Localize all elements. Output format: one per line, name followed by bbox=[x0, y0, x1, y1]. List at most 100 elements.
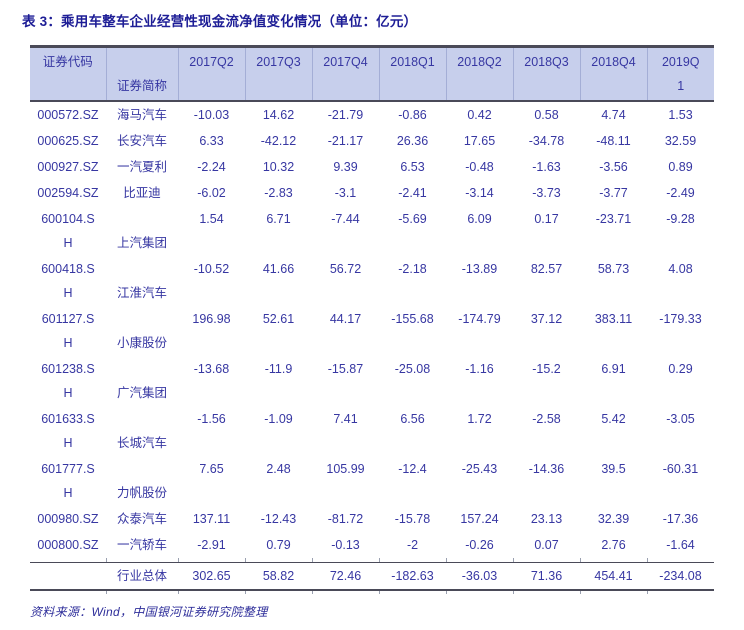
value-cell: 14.62 bbox=[262, 108, 295, 122]
security-name: 江淮汽车 bbox=[116, 286, 167, 300]
value-cell: -10.52 bbox=[193, 262, 230, 276]
security-code: 000927.SZ bbox=[37, 160, 99, 174]
total-value-cell: 58.82 bbox=[262, 568, 295, 583]
value-cell: -3.05 bbox=[666, 412, 695, 426]
value-cell: -2.24 bbox=[197, 160, 226, 174]
table-row: 601633.S H 长城汽车 -1.56 -1.09 7.41 6.56 1.72 -2.5… bbox=[30, 406, 714, 456]
value-cell: 26.36 bbox=[396, 134, 429, 148]
value-cell: -12.43 bbox=[260, 512, 297, 526]
value-cell: 17.65 bbox=[463, 134, 496, 148]
security-code: 000980.SZ bbox=[37, 512, 99, 526]
table-row: 000927.SZ 一汽夏利 -2.24 10.32 9.39 6.53 -0.48 -1.6… bbox=[30, 154, 714, 180]
value-cell: 4.74 bbox=[601, 108, 626, 122]
security-code-empty bbox=[30, 562, 106, 590]
value-cell: -174.79 bbox=[458, 312, 501, 326]
security-name: 广汽集团 bbox=[116, 386, 167, 400]
value-cell: -10.03 bbox=[193, 108, 230, 122]
value-cell: -11.9 bbox=[264, 362, 293, 376]
table-row: 000625.SZ 长安汽车 6.33 -42.12 -21.17 26.36 17.65 -… bbox=[30, 128, 714, 154]
security-code: 000572.SZ bbox=[37, 108, 99, 122]
total-value-cell: -36.03 bbox=[461, 568, 498, 583]
security-code: 601633.S H bbox=[41, 412, 95, 450]
security-code: 002594.SZ bbox=[37, 186, 99, 200]
total-value-cell: 302.65 bbox=[192, 568, 231, 583]
value-cell: -17.36 bbox=[662, 512, 699, 526]
column-tick bbox=[311, 588, 379, 594]
value-cell: -2 bbox=[406, 538, 419, 552]
column-header-quarter: 2017Q3 bbox=[244, 45, 312, 102]
value-cell: 4.08 bbox=[668, 262, 693, 276]
value-cell: 137.11 bbox=[192, 512, 231, 526]
value-cell: 0.42 bbox=[467, 108, 492, 122]
value-cell: -6.02 bbox=[197, 186, 226, 200]
value-cell: -5.69 bbox=[398, 212, 427, 226]
value-cell: 58.73 bbox=[597, 262, 630, 276]
security-name: 海马汽车 bbox=[116, 108, 167, 122]
security-code: 600104.S H bbox=[41, 212, 95, 250]
column-tick bbox=[646, 558, 714, 563]
column-header-quarter: 2018Q2 bbox=[445, 45, 513, 102]
table-body: 000572.SZ 海马汽车 -10.03 14.62 -21.79 -0.86 0.42 0… bbox=[30, 101, 714, 594]
value-cell: -14.36 bbox=[528, 462, 565, 476]
security-name: 一汽轿车 bbox=[116, 538, 167, 552]
value-cell: 1.53 bbox=[668, 108, 693, 122]
value-cell: -25.43 bbox=[461, 462, 498, 476]
value-cell: 10.32 bbox=[262, 160, 295, 174]
column-tick bbox=[177, 588, 245, 594]
column-tick bbox=[512, 588, 580, 594]
total-value-cell: 454.41 bbox=[594, 568, 633, 583]
value-cell: -3.14 bbox=[465, 186, 494, 200]
value-cell: -81.72 bbox=[327, 512, 364, 526]
total-value-cell: -182.63 bbox=[391, 568, 434, 583]
value-cell: -15.2 bbox=[532, 362, 561, 376]
value-cell: 0.17 bbox=[534, 212, 559, 226]
value-cell: -21.17 bbox=[327, 134, 364, 148]
value-cell: 1.72 bbox=[467, 412, 492, 426]
value-cell: -13.89 bbox=[461, 262, 498, 276]
source-note: 资料来源：Wind，中国银河证券研究院整理 bbox=[30, 604, 268, 619]
column-tick bbox=[512, 558, 580, 563]
value-cell: 196.98 bbox=[192, 312, 231, 326]
value-cell: -1.16 bbox=[465, 362, 494, 376]
value-cell: 2.48 bbox=[266, 462, 291, 476]
value-cell: -2.49 bbox=[666, 186, 695, 200]
security-name: 众泰汽车 bbox=[116, 512, 167, 526]
column-header-quarter: 2019Q 1 bbox=[646, 45, 714, 102]
security-name: 长城汽车 bbox=[116, 436, 167, 450]
value-cell: 7.65 bbox=[199, 462, 224, 476]
value-cell: 6.91 bbox=[601, 362, 626, 376]
value-cell: 6.71 bbox=[266, 212, 291, 226]
table-row: 601777.S H 力帆股份 7.65 2.48 105.99 -12.4 -25.43 -… bbox=[30, 456, 714, 506]
value-cell: -0.13 bbox=[331, 538, 360, 552]
table-title: 表 3：乘用车整车企业经营性现金流净值变化情况（单位：亿元） bbox=[22, 14, 418, 29]
value-cell: -13.68 bbox=[193, 362, 230, 376]
value-cell: 1.54 bbox=[199, 212, 224, 226]
column-tick bbox=[378, 588, 446, 594]
column-tick bbox=[579, 558, 647, 563]
column-header-quarter: 2017Q2 bbox=[177, 45, 245, 102]
value-cell: 37.12 bbox=[530, 312, 563, 326]
column-header-quarter: 2018Q3 bbox=[512, 45, 580, 102]
column-tick bbox=[378, 558, 446, 563]
value-cell: -1.63 bbox=[532, 160, 561, 174]
security-code: 000625.SZ bbox=[37, 134, 99, 148]
value-cell: -3.73 bbox=[532, 186, 561, 200]
total-value-cell: 71.36 bbox=[530, 568, 563, 583]
value-cell: -3.77 bbox=[599, 186, 628, 200]
table-row: 002594.SZ 比亚迪 -6.02 -2.83 -3.1 -2.41 -3.14 -3.7… bbox=[30, 180, 714, 206]
value-cell: -12.4 bbox=[398, 462, 427, 476]
security-name: 比亚迪 bbox=[123, 186, 161, 200]
total-value-cell: -234.08 bbox=[659, 568, 702, 583]
value-cell: -2.58 bbox=[532, 412, 561, 426]
value-cell: -155.68 bbox=[391, 312, 434, 326]
value-cell: 0.07 bbox=[534, 538, 559, 552]
value-cell: -0.86 bbox=[398, 108, 427, 122]
report-page: 表 3：乘用车整车企业经营性现金流净值变化情况（单位：亿元） 证券代码 证券简称… bbox=[0, 10, 744, 630]
value-cell: 44.17 bbox=[329, 312, 362, 326]
table-row: 000800.SZ 一汽轿车 -2.91 0.79 -0.13 -2 -0.26 0.07 2.… bbox=[30, 532, 714, 558]
value-cell: 383.11 bbox=[594, 312, 633, 326]
column-tick bbox=[177, 558, 245, 563]
value-cell: -1.56 bbox=[197, 412, 226, 426]
value-cell: -9.28 bbox=[666, 212, 695, 226]
value-cell: 7.41 bbox=[333, 412, 358, 426]
